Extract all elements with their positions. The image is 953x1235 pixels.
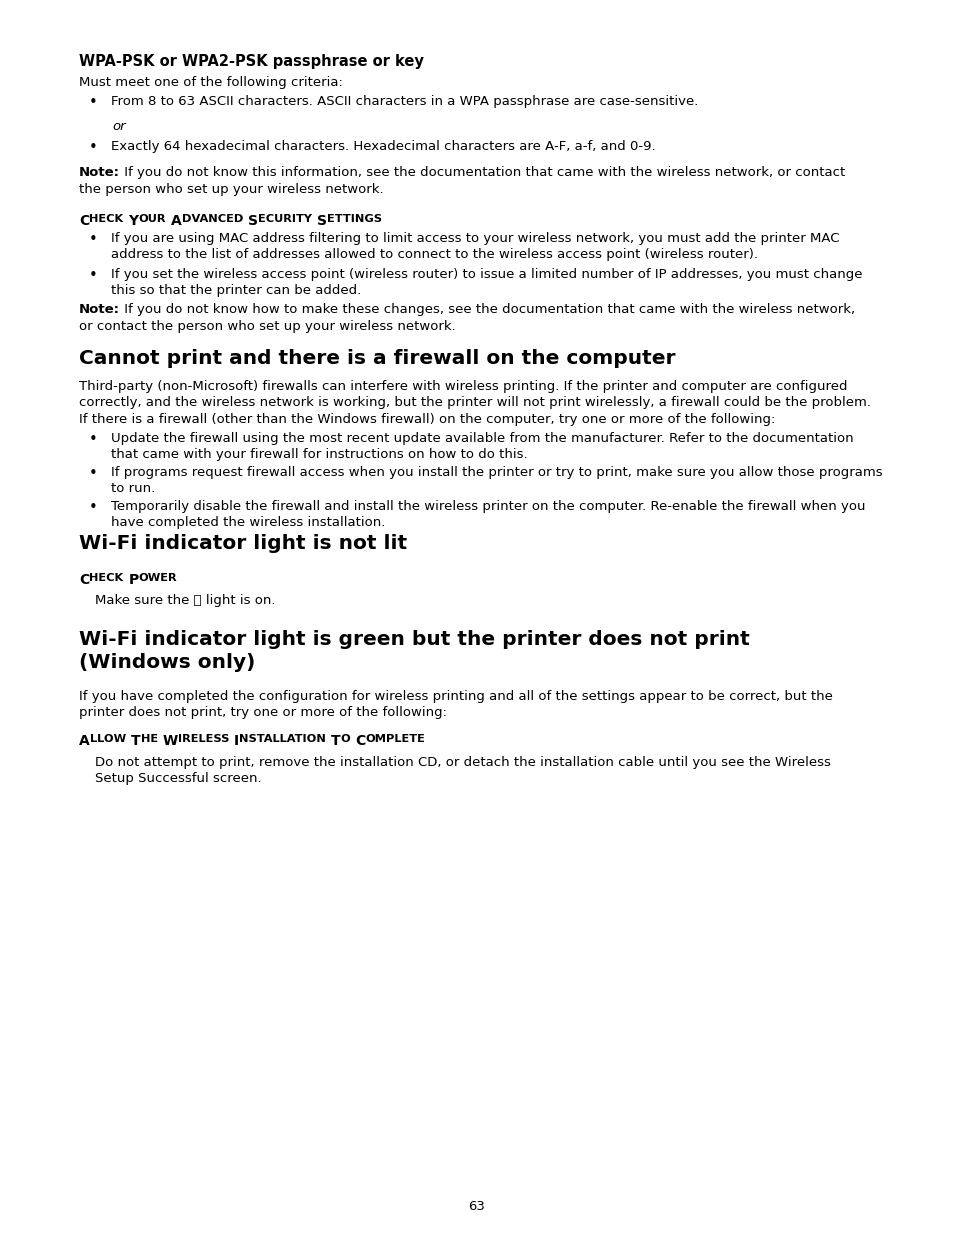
Text: If you are using MAC address filtering to limit access to your wireless network,: If you are using MAC address filtering t… xyxy=(112,232,839,245)
Text: OWER: OWER xyxy=(139,573,177,583)
Text: •: • xyxy=(89,95,98,110)
Text: Wi-Fi indicator light is not lit: Wi-Fi indicator light is not lit xyxy=(79,534,407,553)
Text: the person who set up your wireless network.: the person who set up your wireless netw… xyxy=(79,183,383,196)
Text: A: A xyxy=(79,734,90,748)
Text: •: • xyxy=(89,232,98,247)
Text: Exactly 64 hexadecimal characters. Hexadecimal characters are A-F, a-f, and 0-9.: Exactly 64 hexadecimal characters. Hexad… xyxy=(112,140,655,153)
Text: to run.: to run. xyxy=(112,482,155,495)
Text: •: • xyxy=(89,432,98,447)
Text: O: O xyxy=(340,734,350,743)
Text: •: • xyxy=(89,140,98,156)
Text: WPA-PSK or WPA2-PSK passphrase or key: WPA-PSK or WPA2-PSK passphrase or key xyxy=(79,54,424,69)
Text: S: S xyxy=(316,214,327,228)
Text: If you set the wireless access point (wireless router) to issue a limited number: If you set the wireless access point (wi… xyxy=(112,268,862,282)
Text: OUR: OUR xyxy=(138,214,166,224)
Text: Make sure the ⏻ light is on.: Make sure the ⏻ light is on. xyxy=(95,594,275,606)
Text: OMPLETE: OMPLETE xyxy=(365,734,425,743)
Text: LLOW: LLOW xyxy=(90,734,126,743)
Text: HECK: HECK xyxy=(90,214,124,224)
Text: or: or xyxy=(112,120,126,133)
Text: have completed the wireless installation.: have completed the wireless installation… xyxy=(112,516,385,529)
Text: 63: 63 xyxy=(468,1200,485,1213)
Text: correctly, and the wireless network is working, but the printer will not print w: correctly, and the wireless network is w… xyxy=(79,396,870,409)
Text: (Windows only): (Windows only) xyxy=(79,653,255,672)
Text: NSTALLATION: NSTALLATION xyxy=(239,734,326,743)
Text: HE: HE xyxy=(140,734,157,743)
Text: or contact the person who set up your wireless network.: or contact the person who set up your wi… xyxy=(79,320,456,333)
Text: •: • xyxy=(89,268,98,283)
Text: •: • xyxy=(89,500,98,515)
Text: Note:: Note: xyxy=(79,303,120,316)
Text: Must meet one of the following criteria:: Must meet one of the following criteria: xyxy=(79,77,343,89)
Text: T: T xyxy=(331,734,340,748)
Text: Cannot print and there is a firewall on the computer: Cannot print and there is a firewall on … xyxy=(79,350,675,368)
Text: Wi-Fi indicator light is green but the printer does not print: Wi-Fi indicator light is green but the p… xyxy=(79,630,749,650)
Text: If you do not know this information, see the documentation that came with the wi: If you do not know this information, see… xyxy=(120,165,844,179)
Text: If there is a firewall (other than the Windows firewall) on the computer, try on: If there is a firewall (other than the W… xyxy=(79,412,775,426)
Text: From 8 to 63 ASCII characters. ASCII characters in a WPA passphrase are case-sen: From 8 to 63 ASCII characters. ASCII cha… xyxy=(112,95,698,107)
Text: ECURITY: ECURITY xyxy=(257,214,312,224)
Text: ETTINGS: ETTINGS xyxy=(327,214,381,224)
Text: A: A xyxy=(171,214,182,228)
Text: Do not attempt to print, remove the installation CD, or detach the installation : Do not attempt to print, remove the inst… xyxy=(95,756,830,769)
Text: Temporarily disable the firewall and install the wireless printer on the compute: Temporarily disable the firewall and ins… xyxy=(112,500,864,513)
Text: W: W xyxy=(162,734,177,748)
Text: printer does not print, try one or more of the following:: printer does not print, try one or more … xyxy=(79,706,447,719)
Text: If you have completed the configuration for wireless printing and all of the set: If you have completed the configuration … xyxy=(79,690,832,703)
Text: C: C xyxy=(355,734,365,748)
Text: DVANCED: DVANCED xyxy=(182,214,243,224)
Text: Note:: Note: xyxy=(79,165,120,179)
Text: that came with your firewall for instructions on how to do this.: that came with your firewall for instruc… xyxy=(112,448,527,461)
Text: •: • xyxy=(89,466,98,480)
Text: this so that the printer can be added.: this so that the printer can be added. xyxy=(112,284,361,296)
Text: IRELESS: IRELESS xyxy=(177,734,229,743)
Text: Setup Successful screen.: Setup Successful screen. xyxy=(95,772,262,785)
Text: Update the firewall using the most recent update available from the manufacturer: Update the firewall using the most recen… xyxy=(112,432,853,445)
Text: HECK: HECK xyxy=(90,573,124,583)
Text: If programs request firewall access when you install the printer or try to print: If programs request firewall access when… xyxy=(112,466,882,479)
Text: C: C xyxy=(79,573,90,587)
Text: Third-party (non-Microsoft) firewalls can interfere with wireless printing. If t: Third-party (non-Microsoft) firewalls ca… xyxy=(79,380,847,393)
Text: address to the list of addresses allowed to connect to the wireless access point: address to the list of addresses allowed… xyxy=(112,248,758,261)
Text: I: I xyxy=(233,734,239,748)
Text: P: P xyxy=(129,573,139,587)
Text: Y: Y xyxy=(129,214,138,228)
Text: If you do not know how to make these changes, see the documentation that came wi: If you do not know how to make these cha… xyxy=(120,303,855,316)
Text: C: C xyxy=(79,214,90,228)
Text: T: T xyxy=(131,734,140,748)
Text: S: S xyxy=(248,214,257,228)
